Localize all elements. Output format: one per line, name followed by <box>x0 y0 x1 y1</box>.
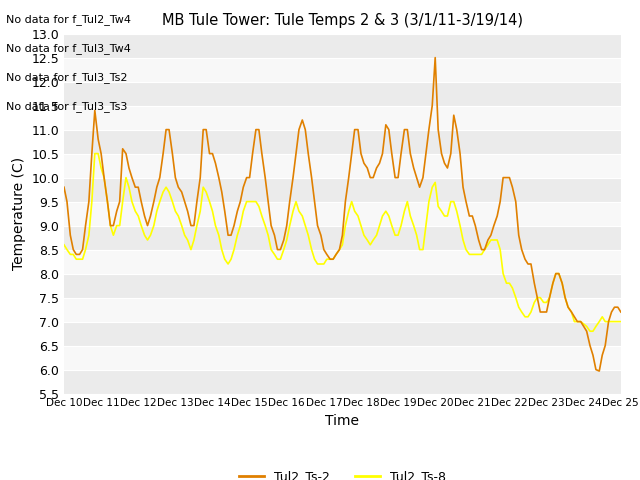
Legend: Tul2_Ts-2, Tul2_Ts-8: Tul2_Ts-2, Tul2_Ts-8 <box>234 465 451 480</box>
Bar <box>64 274 621 298</box>
X-axis label: Time: Time <box>325 414 360 428</box>
Bar <box>64 346 621 370</box>
Bar <box>64 154 621 178</box>
Text: No data for f_Tul3_Tw4: No data for f_Tul3_Tw4 <box>6 43 131 54</box>
Bar <box>64 226 621 250</box>
Text: No data for f_Tul2_Tw4: No data for f_Tul2_Tw4 <box>6 14 131 25</box>
Text: No data for f_Tul3_Ts2: No data for f_Tul3_Ts2 <box>6 72 128 83</box>
Bar <box>64 34 621 58</box>
Bar <box>64 202 621 226</box>
Bar <box>64 178 621 202</box>
Bar <box>64 250 621 274</box>
Title: MB Tule Tower: Tule Temps 2 & 3 (3/1/11-3/19/14): MB Tule Tower: Tule Temps 2 & 3 (3/1/11-… <box>162 13 523 28</box>
Bar <box>64 370 621 394</box>
Bar <box>64 58 621 82</box>
Bar <box>64 106 621 130</box>
Y-axis label: Temperature (C): Temperature (C) <box>12 157 26 270</box>
Bar <box>64 130 621 154</box>
Bar <box>64 82 621 106</box>
Bar <box>64 298 621 322</box>
Bar <box>64 322 621 346</box>
Text: No data for f_Tul3_Ts3: No data for f_Tul3_Ts3 <box>6 101 128 112</box>
